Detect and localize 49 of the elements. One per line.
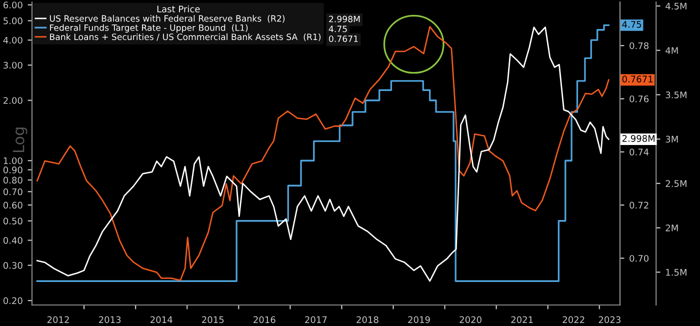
legend-title: Last Price — [157, 5, 200, 12]
y3-tick-label: 3.5M — [666, 91, 686, 98]
y-tick-label: 0.70 — [3, 188, 22, 196]
y-tick-label: 0.30 — [3, 262, 22, 269]
y-tick-label: 3.00 — [4, 62, 22, 69]
y-tick-label: 0.80 — [3, 176, 22, 184]
x-tick-label: 2012 — [47, 316, 69, 324]
y3-tick-label: 4.5M — [666, 2, 686, 10]
x-tick-label: 2023 — [598, 316, 620, 324]
y-tick-label: 0.50 — [3, 218, 22, 224]
data-label: 4.75 — [622, 21, 642, 28]
y3-tick-label: 4M — [666, 47, 678, 54]
y-tick-label: 4.00 — [3, 36, 22, 44]
x-tick-label: 2015 — [202, 316, 224, 324]
y2-tick-label: 0.76 — [630, 95, 649, 102]
x-tick-label: 2019 — [408, 316, 430, 324]
y2-tick-label: 0.70 — [630, 254, 649, 262]
y-tick-label: 0.20 — [3, 297, 22, 304]
y2-tick-label: 0.72 — [630, 202, 648, 209]
x-tick-label: 2013 — [98, 316, 121, 324]
data-label: 0.7671 — [622, 76, 653, 82]
y-tick-label: 1.00 — [4, 157, 22, 164]
x-tick-label: 2020 — [460, 316, 482, 324]
text: 0.7671 — [329, 36, 358, 42]
y-tick-label: 0.60 — [3, 202, 22, 209]
legend-label: Federal Funds Target Rate - Upper Bound (L1) — [50, 24, 248, 33]
y2-tick-label: 0.74 — [630, 148, 649, 156]
y-tick-label: 0.40 — [3, 237, 22, 244]
y2-tick-label: 0.78 — [630, 42, 649, 50]
y-tick-label: 6.00 — [4, 2, 22, 8]
y-axis-title: Log — [12, 128, 28, 152]
x-tick-label: 2018 — [356, 316, 378, 324]
text: 4.75 — [328, 26, 347, 32]
x-tick-label: 2021 — [511, 316, 533, 324]
y-tick-label: 5.00 — [4, 17, 22, 24]
legend-label: Bank Loans + Securities / US Commercial Bank Assets SA (R1) — [50, 33, 321, 42]
legend-label: US Reserve Balances with Federal Reserve Banks (R2) — [50, 15, 285, 23]
x-tick-label: 2022 — [562, 316, 584, 324]
y-tick-label: 2.00 — [4, 97, 22, 104]
y-tick-label: 0.90 — [3, 166, 22, 174]
x-tick-label: 2017 — [305, 316, 327, 324]
y3-tick-label: 1.5M — [666, 269, 686, 276]
y3-tick-label: 3M — [666, 136, 678, 143]
x-tick-label: 2016 — [254, 316, 276, 324]
y3-tick-label: 2M — [666, 224, 678, 232]
text: 2.998M — [329, 16, 360, 22]
y3-tick-label: 2.5M — [666, 180, 686, 188]
x-tick-label: 2014 — [150, 316, 172, 324]
data-label: 2.998M — [622, 135, 655, 142]
